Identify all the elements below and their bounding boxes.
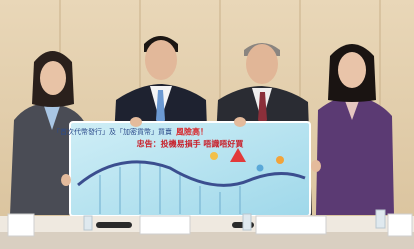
coin-icon (276, 156, 284, 164)
banner-highlight: 風險高！ (176, 127, 208, 137)
banner: 「首次代幣發行」及「加密貨幣」買賣 風險高！ 忠告：投機易損手 唔識唔好買 (53, 122, 310, 216)
table-front (0, 232, 414, 249)
photo: 「首次代幣發行」及「加密貨幣」買賣 風險高！ 忠告：投機易損手 唔識唔好買 (0, 0, 414, 249)
coin-icon (210, 152, 218, 160)
coin-icon (257, 165, 264, 172)
banner-line2: 忠告：投機易損手 唔識唔好買 (137, 139, 244, 149)
banner-line1: 「首次代幣發行」及「加密貨幣」買賣 (53, 127, 172, 136)
page: 「首次代幣發行」及「加密貨幣」買賣 風險高！ 忠告：投機易損手 唔識唔好買 ((… (0, 0, 414, 249)
